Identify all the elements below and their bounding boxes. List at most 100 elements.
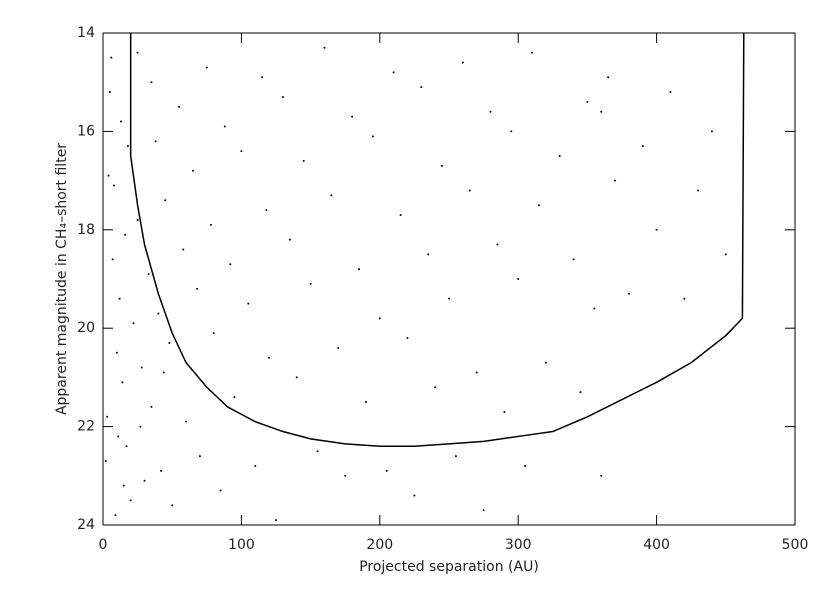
point bbox=[196, 287, 199, 290]
y-tick-label: 24 bbox=[77, 517, 95, 533]
point bbox=[358, 268, 361, 271]
point bbox=[124, 233, 127, 236]
point bbox=[113, 184, 116, 187]
point bbox=[295, 376, 298, 379]
point bbox=[122, 484, 125, 487]
y-tick-label: 14 bbox=[77, 25, 95, 41]
point bbox=[489, 110, 492, 113]
point bbox=[655, 228, 658, 231]
y-axis-label: Apparent magnitude in CH₄–short filter bbox=[54, 143, 70, 415]
point bbox=[607, 76, 610, 79]
point bbox=[143, 479, 146, 482]
point bbox=[115, 351, 118, 354]
point bbox=[517, 278, 520, 280]
limit-curve bbox=[129, 32, 745, 448]
point bbox=[275, 519, 277, 522]
point bbox=[448, 297, 450, 300]
y-tick-label: 20 bbox=[77, 320, 95, 336]
point bbox=[178, 105, 181, 108]
point bbox=[579, 391, 582, 394]
point bbox=[104, 460, 107, 463]
point bbox=[150, 81, 153, 84]
point bbox=[600, 474, 603, 477]
point bbox=[302, 159, 305, 162]
point bbox=[697, 189, 700, 192]
point bbox=[254, 464, 257, 467]
point bbox=[614, 179, 617, 182]
point bbox=[212, 332, 215, 335]
point bbox=[364, 401, 367, 403]
point bbox=[309, 282, 312, 285]
point bbox=[139, 425, 142, 428]
point bbox=[164, 199, 167, 202]
point bbox=[392, 71, 395, 74]
point bbox=[171, 504, 174, 507]
y-tick-label: 18 bbox=[77, 222, 95, 238]
point bbox=[111, 258, 114, 261]
point bbox=[537, 204, 540, 207]
point bbox=[154, 140, 157, 143]
point bbox=[136, 51, 139, 54]
point bbox=[168, 341, 171, 344]
x-tick-label: 200 bbox=[366, 537, 393, 553]
point bbox=[233, 396, 236, 399]
point bbox=[544, 361, 547, 364]
x-tick-label: 0 bbox=[99, 537, 108, 553]
point bbox=[586, 100, 589, 103]
point bbox=[434, 386, 437, 389]
point bbox=[265, 209, 268, 212]
point bbox=[126, 145, 129, 148]
plot-frame bbox=[102, 32, 796, 526]
point bbox=[496, 243, 499, 246]
point bbox=[106, 415, 109, 418]
point bbox=[482, 509, 485, 512]
point bbox=[240, 150, 243, 153]
point bbox=[627, 292, 630, 295]
point bbox=[160, 469, 163, 472]
point bbox=[558, 155, 561, 157]
point bbox=[413, 494, 416, 497]
point bbox=[344, 474, 347, 477]
x-axis-label: Projected separation (AU) bbox=[359, 559, 539, 575]
point bbox=[641, 145, 644, 148]
point bbox=[454, 455, 457, 458]
point bbox=[132, 322, 135, 325]
point bbox=[219, 489, 222, 492]
point bbox=[378, 317, 381, 320]
point bbox=[524, 464, 527, 467]
point bbox=[371, 135, 374, 138]
x-tick-label: 300 bbox=[505, 537, 532, 553]
point bbox=[162, 371, 165, 374]
point bbox=[427, 253, 430, 256]
point bbox=[108, 91, 111, 94]
point bbox=[247, 302, 250, 305]
point bbox=[503, 410, 506, 413]
point bbox=[593, 307, 596, 310]
point bbox=[198, 455, 201, 458]
point bbox=[281, 95, 284, 98]
point bbox=[337, 346, 340, 349]
point bbox=[209, 223, 212, 226]
x-tick-label: 100 bbox=[228, 537, 255, 553]
point bbox=[157, 312, 160, 315]
point bbox=[140, 366, 143, 369]
x-tick-label: 500 bbox=[782, 537, 809, 553]
point bbox=[205, 66, 208, 69]
point bbox=[121, 381, 124, 384]
point bbox=[129, 499, 132, 502]
point bbox=[114, 514, 117, 517]
point bbox=[182, 248, 185, 251]
point bbox=[406, 337, 409, 340]
point bbox=[150, 405, 153, 408]
point bbox=[510, 130, 513, 133]
point bbox=[600, 110, 603, 113]
point bbox=[710, 130, 713, 133]
point bbox=[385, 469, 388, 472]
point bbox=[136, 218, 139, 221]
point bbox=[147, 273, 150, 276]
point bbox=[531, 51, 534, 54]
point bbox=[441, 164, 444, 167]
point bbox=[117, 435, 120, 438]
x-tick-label: 400 bbox=[643, 537, 670, 553]
